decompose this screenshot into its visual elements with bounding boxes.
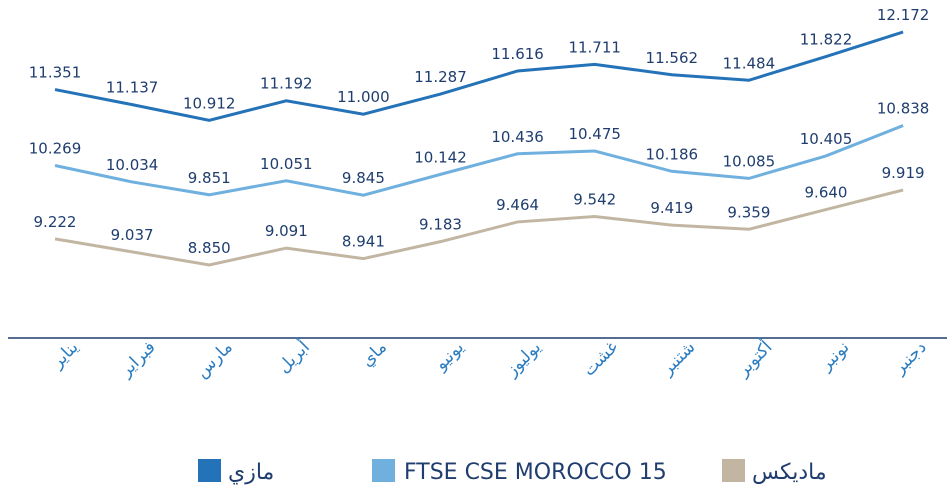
value-label: 10.838: [877, 100, 930, 118]
value-label: 11.192: [260, 75, 313, 93]
x-tick-label: غشت: [579, 337, 622, 380]
value-label: 9.222: [34, 213, 77, 231]
legend-label: ماديكس: [752, 460, 827, 485]
value-label: 11.000: [337, 88, 390, 106]
value-label: 10.186: [646, 145, 699, 163]
value-label: 9.640: [805, 184, 848, 202]
value-label: 11.562: [646, 49, 699, 67]
x-tick-label: نونبر: [816, 337, 854, 375]
x-tick-label: فبراير: [115, 337, 159, 381]
value-label: 11.287: [414, 68, 467, 86]
value-label: 9.542: [573, 190, 616, 208]
x-tick-label: دجنبر: [889, 337, 931, 379]
series-line: [54, 30, 904, 122]
value-label: 10.051: [260, 155, 313, 173]
legend-swatch: [372, 459, 395, 482]
x-tick-label: أبريل: [273, 336, 314, 377]
value-label: 11.711: [568, 38, 621, 56]
x-tick-label: يناير: [47, 337, 83, 373]
value-label: 9.845: [342, 169, 385, 187]
value-label: 10.405: [800, 130, 853, 148]
series-line: [54, 124, 904, 197]
x-tick-label: ماي: [357, 337, 391, 371]
legend-swatch: [198, 459, 221, 482]
value-label: 9.359: [727, 203, 770, 221]
x-tick-label: يوليوز: [501, 337, 545, 381]
value-label: 9.851: [188, 169, 231, 187]
value-label: 11.351: [29, 64, 82, 82]
value-label: 9.091: [265, 222, 308, 240]
value-label: 10.912: [183, 94, 236, 112]
value-label: 9.183: [419, 216, 462, 234]
value-label: 9.919: [882, 164, 925, 182]
value-label: 8.941: [342, 233, 385, 251]
value-label: 10.085: [723, 152, 776, 170]
value-label: 10.436: [491, 128, 544, 146]
value-label: 11.137: [106, 79, 159, 97]
legend-label: مازي: [228, 460, 274, 485]
value-label: 11.616: [491, 45, 544, 63]
value-label: 12.172: [877, 6, 930, 24]
value-label: 11.822: [800, 31, 853, 49]
x-tick-label: مارس: [192, 337, 237, 382]
x-tick-label: يونيو: [430, 337, 468, 375]
value-label: 10.475: [568, 125, 621, 143]
legend-swatch: [722, 459, 745, 482]
legend-label: FTSE CSE MOROCCO 15: [404, 460, 667, 485]
value-label: 10.269: [29, 139, 82, 157]
value-label: 8.850: [188, 239, 231, 257]
value-label: 10.142: [414, 148, 467, 166]
x-tick-label: شتنبر: [657, 337, 699, 379]
value-label: 10.034: [106, 156, 159, 174]
value-label: 9.419: [650, 199, 693, 217]
value-label: 9.037: [111, 226, 154, 244]
series-line: [54, 188, 904, 267]
value-label: 9.464: [496, 196, 539, 214]
x-tick-label: أكتوبر: [731, 336, 776, 381]
value-label: 11.484: [723, 54, 776, 72]
